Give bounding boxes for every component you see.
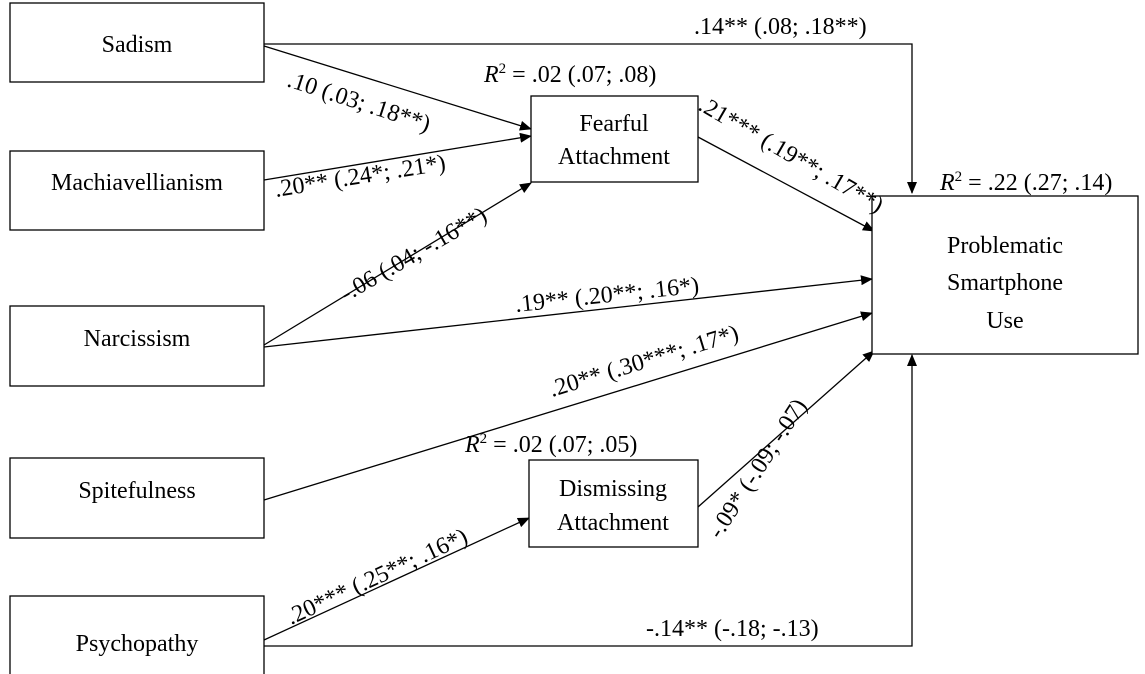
node-narcissism-label: Narcissism [84,326,191,352]
edge-narc-fearful [263,182,532,346]
edge-sadism-psu [264,43,917,194]
r2-dismissing: R2 = .02 (.07; .05) [464,431,637,458]
node-fearful-attachment: Fearful Attachment [530,95,699,183]
node-dismissing-label-1: Dismissing [559,476,667,502]
node-sadism-label: Sadism [102,32,173,58]
edge-sadism-fearful [263,45,532,131]
node-narcissism: Narcissism [9,305,265,387]
node-psu-label-3: Use [986,308,1023,334]
node-machiavellianism-label: Machiavellianism [51,170,223,196]
label-mach-fearful: .20** (.24*; .21*) [273,150,448,203]
node-machiavellianism: Machiavellianism [9,150,265,231]
edge-psycho-psu [264,354,917,647]
label-sadism-fearful: .10 (.03; .18**) [284,67,433,138]
edge-mach-fearful [263,132,532,181]
label-narc-fearful: -.06 (.04; -.16**) [336,202,492,307]
edge-dismissing-psu [697,350,875,508]
label-narc-psu: .19** (.20**; .16*) [514,273,700,318]
label-fearful-psu: .21*** (.19**; .17**) [694,92,888,219]
edge-spite-psu [263,311,873,501]
edge-fearful-psu [697,136,875,232]
label-psycho-psu: -.14** (-.18; -.13) [646,616,819,642]
r2-fearful: R2 = .02 (.07; .08) [483,61,656,88]
node-fearful-label-2: Attachment [558,144,670,170]
node-psu-label-2: Smartphone [947,270,1063,296]
node-spitefulness: Spitefulness [9,457,265,539]
r2-psu: R2 = .22 (.27; .14) [939,169,1112,196]
edge-psycho-dismissing [263,517,530,641]
label-psycho-dismissing: .20*** (.25**; .16*) [283,524,472,631]
node-psychopathy-label: Psychopathy [76,631,199,657]
node-problematic-smartphone-use: Problematic Smartphone Use [871,195,1139,355]
node-spitefulness-label: Spitefulness [78,478,195,504]
node-sadism: Sadism [9,2,265,83]
edge-narc-psu [263,275,873,348]
label-dismissing-psu: -.09* (-.09; -.07) [703,394,812,543]
node-fearful-label-1: Fearful [579,111,649,137]
node-psu-label-1: Problematic [947,233,1063,259]
node-dismissing-label-2: Attachment [557,510,669,536]
label-sadism-psu: .14** (.08; .18**) [694,14,867,40]
node-dismissing-attachment: Dismissing Attachment [528,459,699,548]
node-psychopathy: Psychopathy [9,595,265,674]
